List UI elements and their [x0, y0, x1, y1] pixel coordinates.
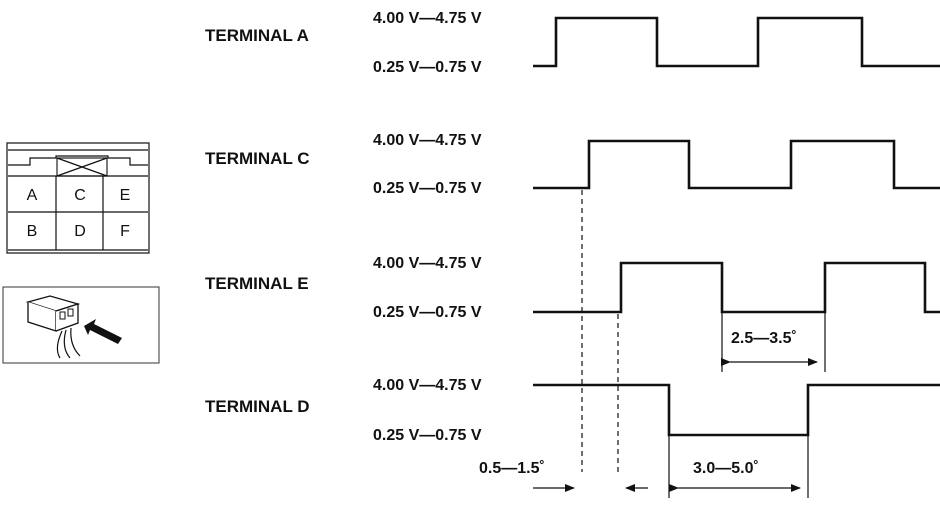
terminal-c-low-level: 0.25 V—0.75 V [373, 180, 482, 197]
dimension-e-low-width-label: 2.5—3.5˚ [731, 330, 797, 347]
terminal-d-low-level: 0.25 V—0.75 V [373, 427, 482, 444]
dimension-offset-label: 0.5—1.5˚ [479, 460, 545, 477]
terminal-c-label: TERMINAL C [205, 149, 310, 168]
pin-b-label: B [27, 223, 38, 240]
terminal-e-low-level: 0.25 V—0.75 V [373, 304, 482, 321]
pin-a-label: A [27, 187, 38, 204]
connector-face-view: A C E B D F [6, 142, 150, 254]
pin-f-label: F [120, 223, 130, 240]
dimension-offset: 0.5—1.5˚ [479, 460, 648, 492]
terminal-a-high-level: 4.00 V—4.75 V [373, 10, 482, 27]
dimension-d-low-width: 3.0—5.0˚ [668, 436, 809, 498]
terminal-a-waveform [533, 16, 940, 68]
terminal-c-high-level: 4.00 V—4.75 V [373, 132, 482, 149]
dimension-d-low-width-label: 3.0—5.0˚ [693, 460, 759, 477]
pin-e-label: E [120, 187, 131, 204]
terminal-e-waveform [533, 261, 940, 314]
pin-d-label: D [74, 223, 86, 240]
insertion-arrow-icon [84, 319, 122, 344]
terminal-d-high-level: 4.00 V—4.75 V [373, 377, 482, 394]
terminal-d-waveform [533, 383, 940, 437]
terminal-c-waveform [533, 139, 940, 190]
terminal-e-high-level: 4.00 V—4.75 V [373, 255, 482, 272]
terminal-a-label: TERMINAL A [205, 26, 309, 45]
dimension-e-low-width: 2.5—3.5˚ [721, 313, 826, 372]
connector-plug-icon [25, 295, 81, 359]
terminal-a-low-level: 0.25 V—0.75 V [373, 59, 482, 76]
terminal-e-label: TERMINAL E [205, 274, 309, 293]
connector-illustration [2, 286, 160, 364]
pin-c-label: C [74, 187, 86, 204]
terminal-d-label: TERMINAL D [205, 397, 310, 416]
